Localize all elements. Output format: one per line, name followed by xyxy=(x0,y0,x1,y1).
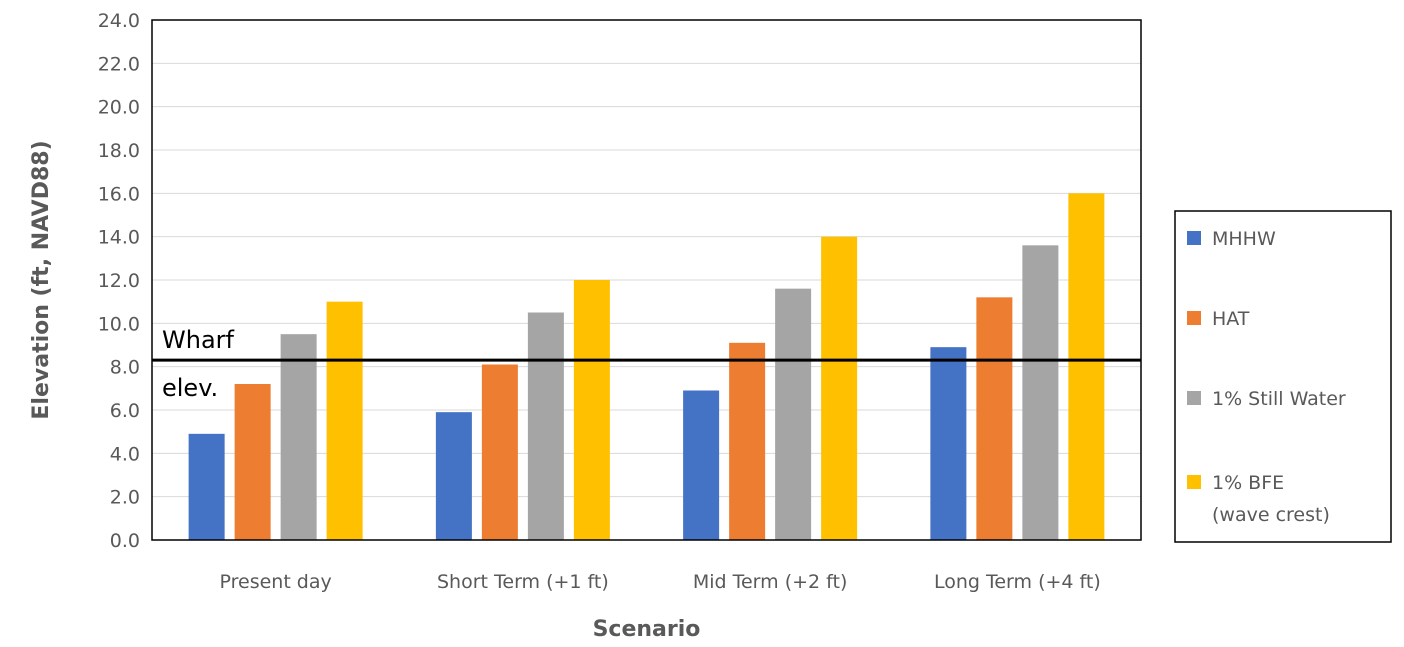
bar xyxy=(573,280,610,540)
legend-label: MHHW xyxy=(1212,228,1276,250)
legend-swatch xyxy=(1187,311,1201,325)
y-axis-ticks: 0.0 2.0 4.0 6.0 8.0 10.0 12.0 14.0 16.0 18.0 20.0 2… xyxy=(98,10,140,552)
bar xyxy=(1022,245,1059,541)
x-tick-label: Present day xyxy=(219,571,331,593)
y-axis-title: Elevation (ft, NAVD88) xyxy=(29,140,54,419)
bar xyxy=(326,301,363,540)
x-tick-label: Long Term (+4 ft) xyxy=(934,571,1101,593)
x-axis-ticks: Present day Short Term (+1 ft) Mid Term (+… xyxy=(219,571,1100,593)
bar xyxy=(527,312,564,540)
bar xyxy=(481,364,518,540)
x-tick-label: Short Term (+1 ft) xyxy=(437,571,609,593)
legend: MHHW HAT 1% Still Water 1% BFE (wave crest) xyxy=(1174,210,1392,543)
y-tick-label: 6.0 xyxy=(110,400,140,422)
bar xyxy=(234,384,271,540)
y-tick-label: 18.0 xyxy=(98,140,140,162)
reference-line-label: elev. xyxy=(162,374,218,402)
y-tick-label: 8.0 xyxy=(110,357,140,379)
bar xyxy=(976,297,1013,540)
legend-swatch xyxy=(1187,391,1201,405)
legend-label: (wave crest) xyxy=(1212,504,1330,526)
bar xyxy=(775,288,812,540)
bars xyxy=(188,193,1105,541)
y-tick-label: 22.0 xyxy=(98,53,140,75)
reference-line-label: Wharf xyxy=(162,326,235,354)
bar xyxy=(188,433,225,540)
x-axis-title: Scenario xyxy=(593,617,701,642)
bar xyxy=(930,347,967,540)
x-tick-label: Mid Term (+2 ft) xyxy=(693,571,848,593)
gridlines xyxy=(152,62,1141,498)
y-tick-label: 2.0 xyxy=(110,487,140,509)
legend-swatch xyxy=(1187,475,1201,489)
bar xyxy=(821,236,858,540)
legend-swatch xyxy=(1187,231,1201,245)
bar xyxy=(280,334,317,540)
y-tick-label: 14.0 xyxy=(98,227,140,249)
y-tick-label: 12.0 xyxy=(98,270,140,292)
bar xyxy=(1068,193,1105,541)
bar xyxy=(729,342,766,540)
legend-label: 1% BFE xyxy=(1212,472,1284,494)
legend-label: 1% Still Water xyxy=(1212,388,1346,410)
y-tick-label: 24.0 xyxy=(98,10,140,32)
y-tick-label: 20.0 xyxy=(98,97,140,119)
plot-area-frame xyxy=(151,19,1142,541)
reference-line-group: Wharf elev. xyxy=(152,326,1141,402)
y-tick-label: 0.0 xyxy=(110,530,140,552)
y-tick-label: 10.0 xyxy=(98,313,140,335)
legend-label: HAT xyxy=(1212,308,1250,330)
bar xyxy=(435,412,472,540)
y-tick-label: 4.0 xyxy=(110,443,140,465)
legend-box xyxy=(1174,210,1392,543)
y-tick-label: 16.0 xyxy=(98,183,140,205)
bar xyxy=(683,390,720,540)
